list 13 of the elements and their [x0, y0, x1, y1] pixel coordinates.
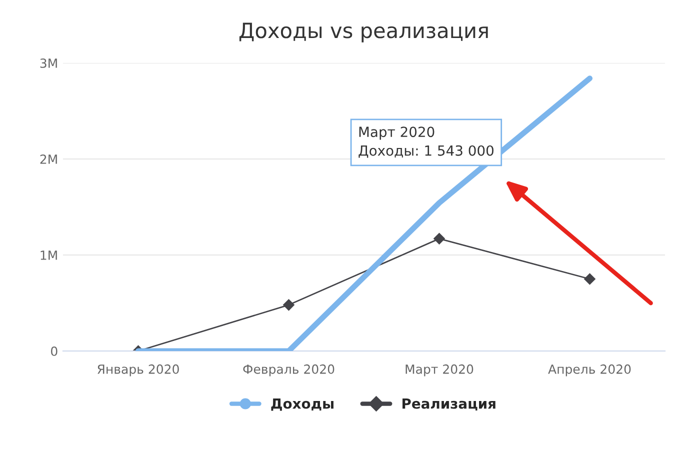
legend-label: Доходы	[271, 398, 334, 411]
x-tick-label: Апрель 2020	[548, 364, 631, 376]
x-tick-label: Февраль 2020	[243, 364, 334, 376]
chart-title: Доходы vs реализация	[239, 22, 488, 42]
x-tick-label: Январь 2020	[98, 364, 179, 376]
y-tick-label: 3M	[40, 58, 57, 68]
annotation: Март 2020	[359, 126, 434, 140]
annotation: Доходы: 1 543 000	[358, 145, 494, 158]
x-tick-label: Март 2020	[406, 364, 474, 376]
y-tick-label: 2M	[40, 154, 57, 164]
y-tick-label: 1M	[40, 250, 57, 260]
y-tick-label: 0	[51, 346, 58, 356]
legend-label: Реализация	[402, 398, 496, 411]
